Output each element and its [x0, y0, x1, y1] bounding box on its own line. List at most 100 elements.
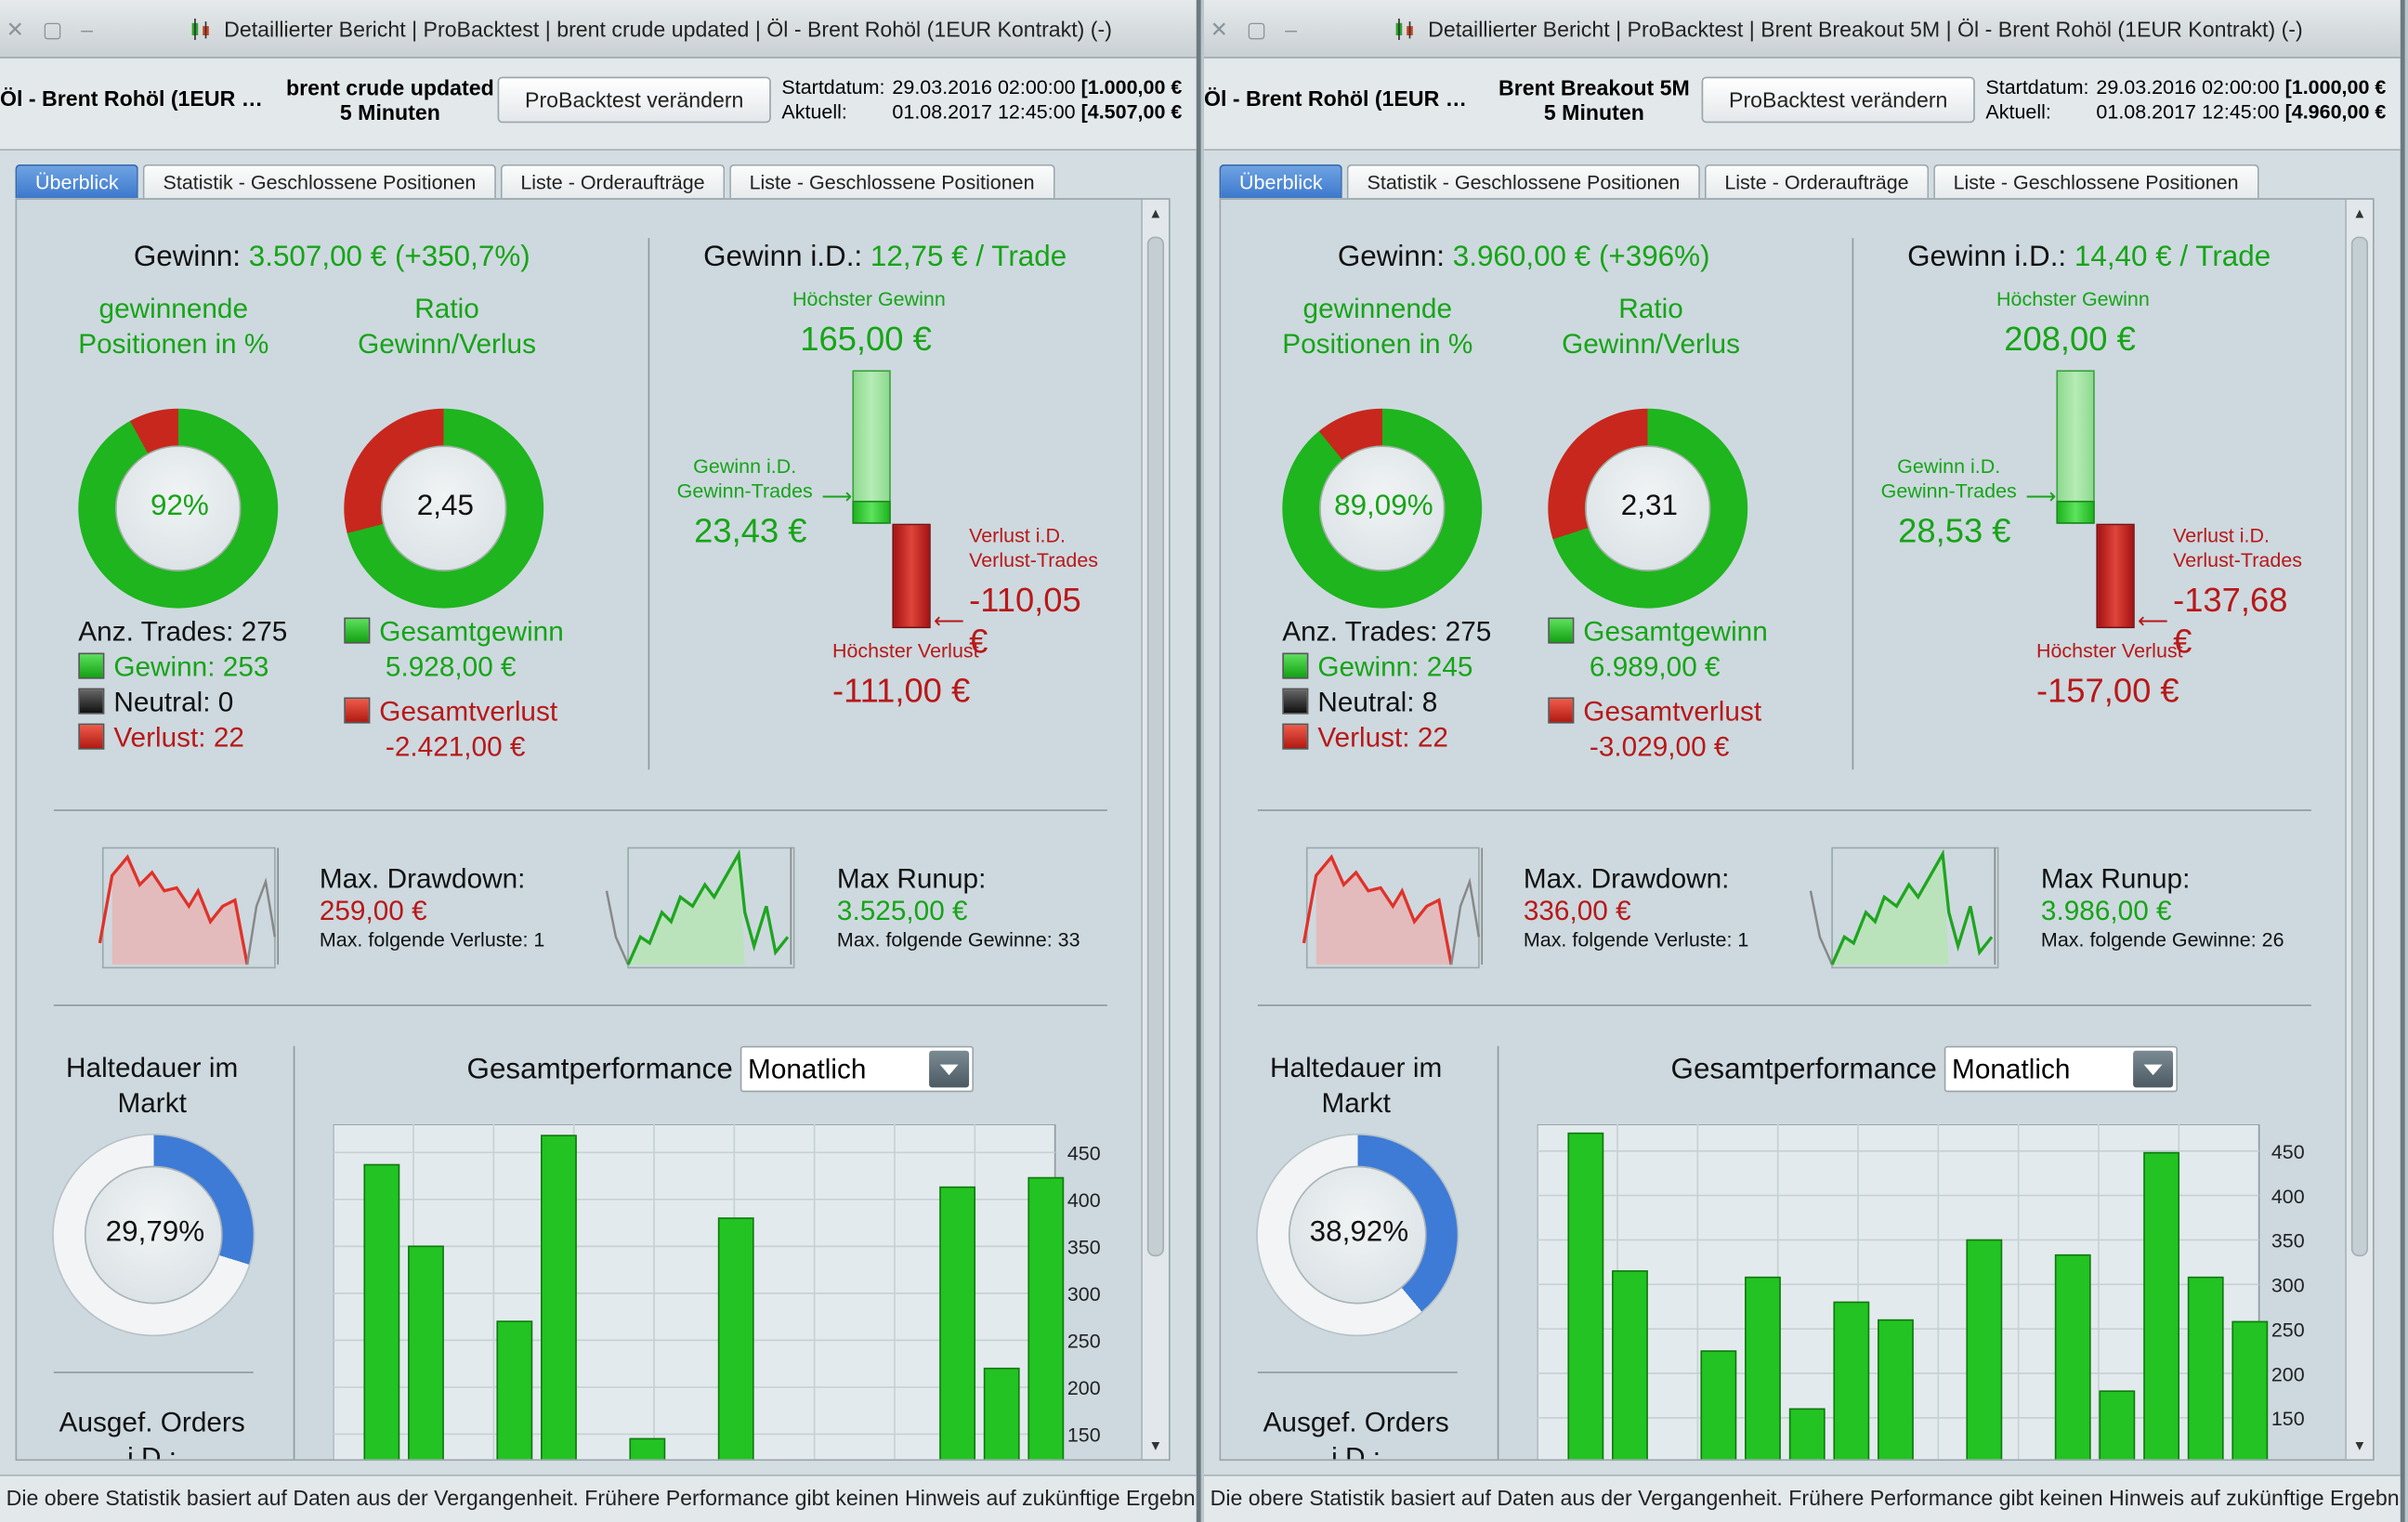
chart-bar[interactable] [2187, 1276, 2224, 1461]
tab-geschlossene-positionen[interactable]: Liste - Geschlossene Positionen [1933, 164, 2259, 199]
tab-ueberblick[interactable]: Überblick [15, 164, 139, 199]
neutral-count: 0 [217, 686, 234, 717]
arrow-left-icon: ⟵ [2138, 608, 2169, 634]
timeframe: 5 Minuten [339, 99, 440, 125]
vertical-scrollbar[interactable]: ▲ ▼ [2345, 199, 2373, 1460]
chart-plot-area [333, 1124, 1056, 1460]
chart-bar[interactable] [939, 1186, 976, 1461]
title-part: brent crude updated [556, 17, 750, 42]
tab-geschlossene-positionen[interactable]: Liste - Geschlossene Positionen [729, 164, 1055, 199]
divider [1257, 1004, 2311, 1006]
y-tick-label: 250 [1067, 1331, 1101, 1353]
y-tick-label: 350 [2271, 1230, 2305, 1253]
chart-bar[interactable] [1833, 1301, 1870, 1461]
gewinn-id-trades-label: Gewinn i.D. Gewinn-Trades [1880, 454, 2017, 503]
modify-backtest-button[interactable]: ProBacktest verändern [497, 76, 771, 124]
chart-bar[interactable] [1878, 1319, 1914, 1461]
folgende-verluste-label: Max. folgende Verluste: [1523, 927, 1733, 951]
chart-bar[interactable] [541, 1135, 577, 1461]
scroll-up-icon[interactable]: ▲ [2352, 205, 2367, 222]
ausgef-orders-label: Ausgef. Orders i.D.: [59, 1407, 245, 1462]
tab-ueberblick[interactable]: Überblick [1219, 164, 1343, 199]
max-runup-value: 3.525,00 € [836, 895, 968, 926]
ratio-value: 2,45 [416, 490, 474, 523]
y-tick-label: 350 [1067, 1237, 1101, 1259]
chart-bar[interactable] [1745, 1276, 1781, 1461]
arrow-right-icon: ⟶ [2025, 483, 2057, 509]
tab-statistik[interactable]: Statistik - Geschlossene Positionen [143, 164, 496, 199]
chart-bar[interactable] [408, 1245, 444, 1461]
chart-bar[interactable] [1567, 1132, 1604, 1461]
tab-orderauftraege[interactable]: Liste - Orderaufträge [1704, 164, 1930, 199]
window-title: Detaillierter Bericht | ProBacktest | br… [190, 17, 1112, 42]
gewinn-id-trades-label: Gewinn i.D. Gewinn-Trades [676, 454, 813, 503]
scroll-thumb[interactable] [1146, 236, 1165, 1257]
scroll-down-icon[interactable]: ▼ [1148, 1437, 1163, 1453]
trade-counts: Anz. Trades: 275 Gewinn: 245 Neutral: 8 … [1282, 614, 1491, 755]
start-label: Startdatum: [1985, 74, 2089, 98]
y-tick-label: 150 [2271, 1408, 2305, 1430]
verlust-count-label: Verlust: [113, 721, 206, 753]
gewinn-label: Gewinn: [1337, 241, 1446, 274]
arrow-left-icon: ⟵ [934, 608, 965, 634]
chart-bar[interactable] [1788, 1408, 1826, 1461]
modify-backtest-button[interactable]: ProBacktest verändern [1701, 76, 1975, 124]
chevron-down-icon[interactable] [2133, 1050, 2174, 1088]
gewinn-summary: Gewinn: 3.507,00 € (+350,7%) [134, 242, 530, 275]
max-drawdown: Max. Drawdown: 336,00 € Max. folgende Verl… [1524, 863, 1749, 951]
system-info: brent crude updated 5 Minuten [282, 75, 497, 125]
chart-bar[interactable] [2143, 1151, 2180, 1461]
system-name: brent crude updated [285, 74, 494, 100]
win-pct-title: gewinnende Positionen in % [78, 293, 269, 360]
chart-bar[interactable] [1027, 1176, 1065, 1461]
chart-bar[interactable] [1612, 1270, 1648, 1461]
tab-orderauftraege[interactable]: Liste - Orderaufträge [500, 164, 726, 199]
verlust-count-label: Verlust: [1317, 721, 1410, 753]
backtest-window: ✕ ▢ ‒ Detaillierter Bericht | ProBacktes… [0, 0, 1201, 1522]
scroll-thumb[interactable] [2350, 236, 2369, 1257]
anz-trades-label: Anz. Trades: [78, 615, 234, 647]
chart-bar[interactable] [629, 1437, 666, 1461]
max-runup-value: 3.986,00 € [2040, 895, 2172, 926]
gewinn-id-trades-value: 23,43 € [694, 511, 807, 550]
folgende-gewinne-label: Max. folgende Gewinne: [2040, 927, 2257, 951]
vertical-scrollbar[interactable]: ▲ ▼ [1141, 199, 1169, 1460]
win-pct-donut: 89,09% [1282, 408, 1483, 609]
chart-bar[interactable] [496, 1320, 533, 1461]
haltedauer-label: Haltedauer im Markt [1270, 1052, 1443, 1119]
loss-legend-icon [1282, 723, 1309, 750]
gewinn-avg-bar [2056, 500, 2095, 524]
chart-bar[interactable] [363, 1163, 400, 1462]
gewinn-avg-bar [852, 500, 891, 524]
ratio-title: Ratio Gewinn/Verlus [1562, 293, 1740, 360]
totals: Gesamtgewinn 6.989,00 € Gesamtverlust -3… [1548, 614, 1768, 765]
period-value: Monatlich [1952, 1053, 2071, 1085]
chart-bar[interactable] [2099, 1390, 2136, 1461]
win-pct-title: gewinnende Positionen in % [1282, 293, 1473, 360]
chart-bar[interactable] [717, 1217, 754, 1461]
period-select[interactable]: Monatlich [1943, 1045, 2179, 1093]
chevron-down-icon[interactable] [929, 1050, 970, 1088]
scroll-up-icon[interactable]: ▲ [1148, 205, 1163, 222]
tab-statistik[interactable]: Statistik - Geschlossene Positionen [1347, 164, 1700, 199]
max-drawdown-value: 336,00 € [1523, 895, 1631, 926]
chart-bar[interactable] [2231, 1320, 2269, 1461]
max-runup: Max Runup: 3.986,00 € Max. folgende Gewinn… [2041, 863, 2284, 951]
divider [53, 1004, 1107, 1006]
verlust-bar [892, 523, 931, 629]
verlust-id-trades-value: -110,05 [969, 580, 1081, 620]
chart-bar[interactable] [983, 1367, 1020, 1461]
current-capital: [4.960,00 € [2284, 99, 2387, 124]
ausgef-orders-label: Ausgef. Orders i.D.: [1263, 1407, 1449, 1462]
scroll-down-icon[interactable]: ▼ [2352, 1437, 2367, 1453]
gesamtverlust-label: Gesamtverlust [379, 695, 558, 727]
title-part: ProBacktest [1627, 17, 1744, 42]
window-controls[interactable]: ✕ ▢ ‒ [1210, 17, 1303, 42]
gewinn-bar [852, 370, 891, 524]
chart-bar[interactable] [1966, 1239, 2003, 1462]
neutral-count: 8 [1421, 686, 1438, 717]
chart-bar[interactable] [2054, 1253, 2091, 1461]
period-select[interactable]: Monatlich [739, 1045, 975, 1093]
chart-bar[interactable] [1700, 1350, 1737, 1461]
window-controls[interactable]: ✕ ▢ ‒ [6, 17, 99, 42]
